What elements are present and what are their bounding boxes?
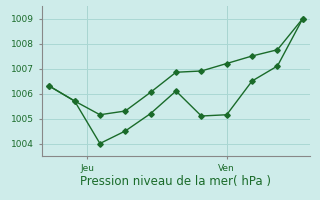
X-axis label: Pression niveau de la mer( hPa ): Pression niveau de la mer( hPa ) <box>81 175 271 188</box>
